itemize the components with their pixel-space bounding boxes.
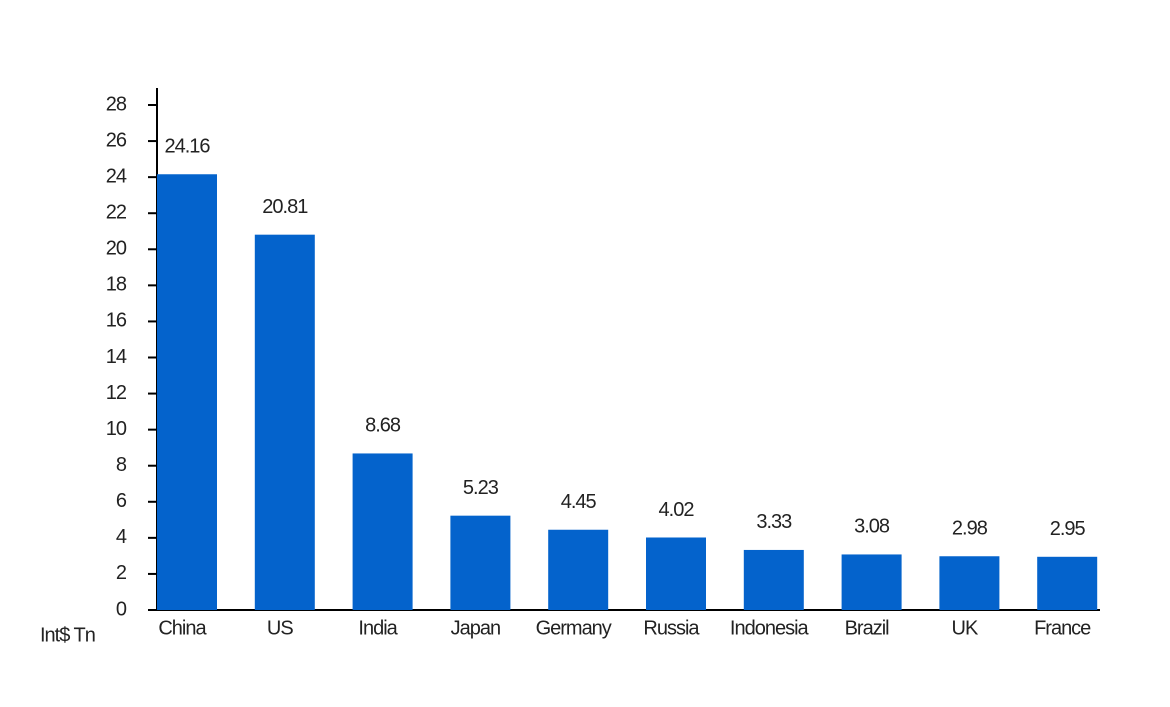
bar: [157, 174, 217, 610]
bar: [646, 537, 706, 610]
bar: [841, 554, 902, 610]
y-tick-label: 0: [116, 598, 127, 620]
bar: [352, 453, 413, 610]
bar: [939, 556, 1000, 610]
value-label: 5.23: [463, 477, 499, 499]
x-tick-label: Japan: [451, 617, 501, 639]
y-tick-label: 12: [106, 382, 127, 404]
x-tick-label: US: [267, 617, 293, 639]
y-tick-label: 20: [106, 238, 127, 260]
y-tick-label: 2: [116, 562, 127, 584]
y-tick-label: 14: [106, 346, 127, 368]
y-tick-label: 28: [106, 93, 127, 115]
value-label: 2.98: [952, 518, 988, 540]
x-tick-label: China: [158, 617, 207, 639]
bar: [743, 549, 804, 610]
value-label: 2.95: [1050, 518, 1086, 540]
value-label: 3.33: [756, 511, 792, 533]
value-label: 24.16: [164, 136, 210, 158]
y-tick-label: 22: [106, 201, 127, 223]
x-tick-label: Brazil: [845, 617, 890, 639]
value-label: 3.08: [854, 516, 890, 538]
value-label: 8.68: [365, 415, 401, 437]
y-axis-label: Int$ Tn: [40, 624, 95, 646]
bar: [548, 529, 609, 610]
bar: [1037, 556, 1098, 610]
x-tick-label: India: [358, 617, 398, 639]
x-tick-label: Indonesia: [730, 617, 810, 639]
value-label: 4.02: [659, 499, 695, 521]
x-tick-label: Russia: [643, 617, 700, 639]
bar: [450, 515, 511, 610]
y-tick-label: 4: [116, 526, 127, 548]
x-tick-label: Germany: [536, 617, 612, 639]
bar: [254, 234, 315, 610]
y-tick-label: 24: [106, 165, 127, 187]
y-tick-label: 26: [106, 129, 127, 151]
value-label: 20.81: [262, 196, 308, 218]
y-tick-label: 6: [116, 490, 127, 512]
value-label: 4.45: [561, 491, 597, 513]
x-tick-label: UK: [952, 617, 979, 639]
y-tick-label: 8: [116, 454, 127, 476]
y-tick-label: 16: [106, 310, 127, 332]
y-tick-label: 18: [106, 274, 127, 296]
y-tick-label: 10: [106, 418, 127, 440]
x-tick-label: France: [1034, 617, 1091, 639]
